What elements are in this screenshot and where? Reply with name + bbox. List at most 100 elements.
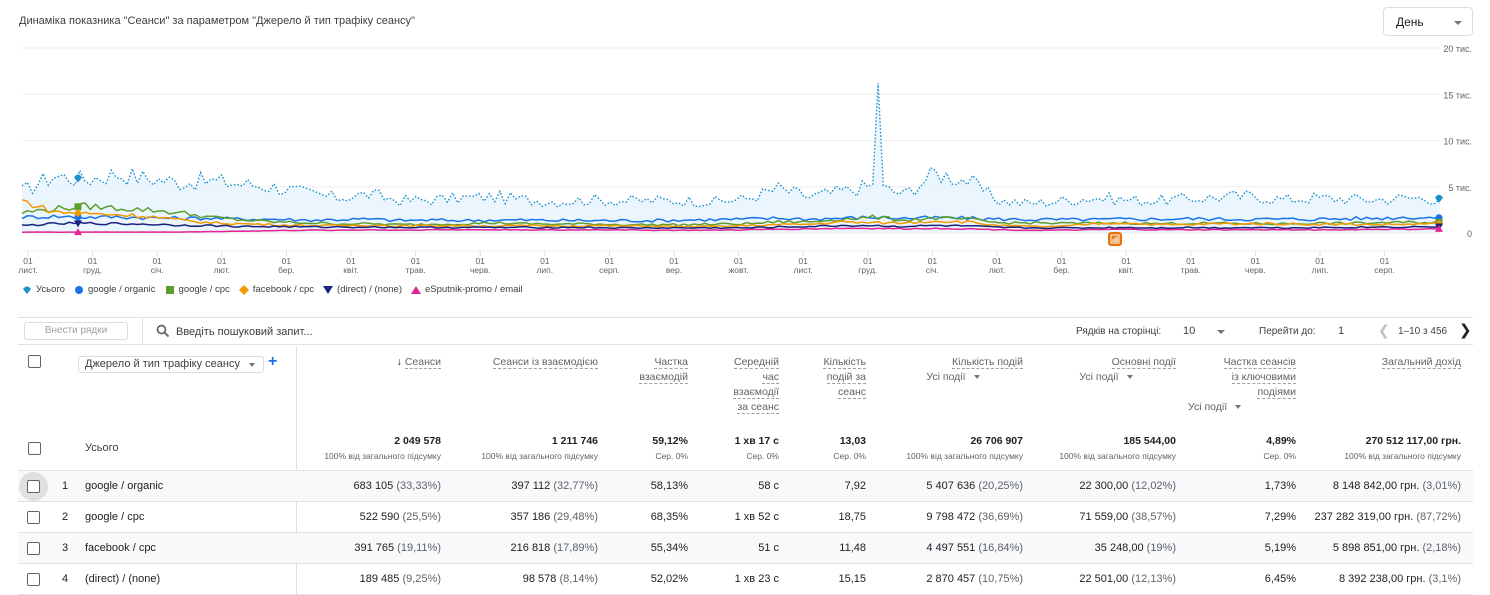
x-tick-label: 01: [863, 256, 873, 266]
series-marker-start[interactable]: [74, 174, 82, 183]
add-dimension-button[interactable]: +: [268, 353, 278, 370]
totals-checkbox[interactable]: [28, 442, 41, 455]
metric-value: 18,75: [838, 511, 866, 523]
x-tick-label: 01: [928, 256, 938, 266]
metric-cell: 22 300,00 (12,02%): [1079, 480, 1176, 492]
series-marker-start[interactable]: [74, 220, 82, 228]
row-dimension-value[interactable]: google / organic: [85, 480, 164, 492]
series-marker-start[interactable]: [74, 209, 82, 218]
legend-item[interactable]: eSputnik-promo / email: [410, 284, 523, 295]
row-checkbox[interactable]: [27, 511, 40, 524]
metric-percent: (32,77%): [553, 480, 598, 492]
legend-item[interactable]: google / cpc: [165, 284, 230, 295]
x-tick-label: 01: [669, 256, 679, 266]
metric-cell: 55,34%: [651, 542, 688, 554]
search-input[interactable]: [176, 323, 576, 340]
x-tick-label: 01: [798, 256, 808, 266]
series-line-4[interactable]: [21, 221, 1441, 230]
row-dimension-value[interactable]: google / cpc: [85, 511, 145, 523]
column-header[interactable]: Загальний дохід: [1291, 355, 1461, 370]
event-filter-dropdown[interactable]: Усі події: [883, 370, 1023, 385]
metric-value: 683 105: [353, 480, 394, 492]
column-header[interactable]: Кількість подій Усі події: [883, 355, 1023, 385]
granularity-dropdown[interactable]: День: [1383, 7, 1473, 36]
metric-cell: 1 хв 23 с: [735, 573, 779, 585]
legend-label: google / organic: [87, 284, 156, 295]
column-header[interactable]: Сеанси із взаємодією: [448, 355, 598, 370]
sort-desc-icon[interactable]: ↓: [396, 356, 405, 368]
triangle-down-marker-icon: [323, 285, 334, 294]
metric-value: 237 282 319,00 грн.: [1314, 511, 1414, 523]
series-marker-end[interactable]: [1435, 194, 1443, 203]
column-header[interactable]: Частка взаємодій: [608, 355, 688, 385]
metric-cell: 2 870 457 (10,75%): [926, 573, 1023, 585]
row-checkbox[interactable]: [27, 480, 40, 493]
row-checkbox-wrapper[interactable]: [19, 534, 48, 563]
series-marker-start[interactable]: [74, 228, 82, 236]
metric-cell: 391 765 (19,11%): [354, 542, 441, 554]
totals-value: 2 049 578: [394, 435, 441, 447]
metric-percent: (9,25%): [402, 573, 441, 585]
series-marker-start[interactable]: [74, 203, 82, 211]
row-checkbox[interactable]: [27, 573, 40, 586]
circle-marker-icon: [74, 285, 83, 294]
row-checkbox-wrapper[interactable]: [19, 472, 48, 501]
column-header[interactable]: Кількість подій за сеанс: [796, 355, 866, 400]
table-row[interactable]: 1 google / organic 683 105 (33,33%) 397 112…: [18, 470, 1473, 501]
totals-subtext: Сер. 0%: [1263, 451, 1296, 461]
table-row[interactable]: 3 facebook / cpc 391 765 (19,11%) 216 818 (…: [18, 532, 1473, 563]
metric-cell: 7,92: [845, 480, 866, 492]
toolbar-divider: [142, 318, 143, 345]
legend-item[interactable]: google / organic: [74, 284, 156, 295]
row-checkbox[interactable]: [27, 542, 40, 555]
legend-item[interactable]: Усього: [22, 284, 65, 295]
column-header[interactable]: Частка сеансів із ключовими подіями Усі под…: [1186, 355, 1296, 415]
metric-value: 7,29%: [1264, 511, 1296, 523]
prev-page-button[interactable]: ❮: [1378, 322, 1390, 338]
series-line-2[interactable]: [21, 202, 1441, 227]
row-checkbox-wrapper[interactable]: [19, 503, 48, 532]
column-header-label: час: [762, 371, 779, 384]
metric-value: 22 501,00: [1079, 573, 1129, 585]
row-dimension-value[interactable]: facebook / cpc: [85, 542, 156, 554]
event-filter-dropdown[interactable]: Усі події: [1186, 400, 1296, 415]
select-all-checkbox[interactable]: [28, 355, 41, 368]
metric-percent: (19,11%): [397, 542, 441, 554]
line-chart[interactable]: 05 тис.10 тис.15 тис.20 тис.01лист.01гру…: [0, 40, 1490, 285]
x-tick-label: черв.: [470, 265, 491, 275]
metric-percent: (8,14%): [559, 573, 598, 585]
series-marker-end[interactable]: [1435, 224, 1443, 232]
table-row[interactable]: 4 (direct) / (none) 189 485 (9,25%) 98 578 …: [18, 563, 1473, 594]
metric-cell: 98 578 (8,14%): [523, 573, 598, 585]
granularity-value: День: [1396, 15, 1424, 29]
series-line-3[interactable]: [21, 199, 1441, 228]
event-filter-dropdown[interactable]: Усі події: [1036, 370, 1176, 385]
column-header-label: за сеанс: [737, 401, 779, 414]
next-page-button[interactable]: ❯: [1459, 322, 1472, 339]
rows-per-page-select[interactable]: 10: [1183, 325, 1196, 337]
totals-value: 13,03: [839, 435, 866, 447]
chevron-down-icon[interactable]: [1217, 330, 1225, 334]
column-header[interactable]: Середній час взаємодії за сеанс: [699, 355, 779, 415]
table-row[interactable]: 2 google / cpc 522 590 (25,5%) 357 186 (29,…: [18, 501, 1473, 532]
column-header[interactable]: ↓ Сеанси: [321, 355, 441, 370]
legend-item[interactable]: (direct) / (none): [323, 284, 402, 295]
column-header[interactable]: Основні події Усі події: [1036, 355, 1176, 385]
x-tick-label: бер.: [1053, 265, 1070, 275]
x-tick-label: 01: [1057, 256, 1067, 266]
metric-percent: (36,69%): [978, 511, 1023, 523]
metric-value: 9 798 472: [926, 511, 976, 523]
row-checkbox-wrapper[interactable]: [19, 565, 48, 594]
series-line-5[interactable]: [21, 227, 1441, 233]
dimension-selector[interactable]: Джерело й тип трафіку сеансу: [78, 356, 264, 373]
totals-cell: 26 706 907 100% від загального підсумку: [853, 435, 1023, 461]
row-index: 2: [62, 511, 69, 523]
add-rows-button[interactable]: Внести рядки: [24, 322, 128, 340]
goto-page-input[interactable]: 1: [1338, 325, 1345, 337]
totals-value: 1 211 746: [551, 435, 598, 447]
row-dimension-value[interactable]: (direct) / (none): [85, 573, 161, 585]
x-tick-label: груд.: [858, 265, 877, 275]
chevron-down-icon: [973, 375, 980, 380]
metric-cell: 216 818 (17,89%): [511, 542, 598, 554]
legend-item[interactable]: facebook / cpc: [238, 284, 314, 295]
